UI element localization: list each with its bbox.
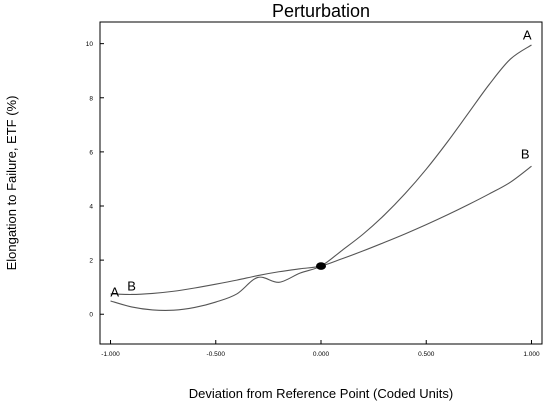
x-tick-label: 0.000 — [313, 351, 330, 358]
y-tick-label: 6 — [89, 149, 93, 156]
series-group — [110, 44, 532, 311]
x-tick-label: 1.000 — [523, 351, 540, 358]
x-tick-label: 0.500 — [418, 351, 435, 358]
y-tick-label: 4 — [89, 204, 93, 211]
curve-label-a: A — [523, 28, 532, 43]
reference-point-marker — [316, 262, 326, 270]
curve-label-b: B — [521, 147, 530, 162]
x-axis-title: Deviation from Reference Point (Coded Un… — [189, 386, 453, 401]
x-tick-label: -0.500 — [207, 351, 226, 358]
curve-label-a: A — [110, 285, 119, 300]
chart-title: Perturbation — [272, 1, 370, 21]
y-tick-label: 2 — [89, 258, 93, 265]
y-tick-label: 0 — [89, 312, 93, 319]
series-line-a — [110, 44, 532, 311]
y-tick-label: 8 — [89, 95, 93, 102]
plot-frame — [99, 21, 543, 345]
x-tick-label: -1.000 — [101, 351, 120, 358]
y-axis-title: Elongation to Failure, ETF (%) — [4, 96, 19, 271]
series-line-b — [110, 165, 532, 296]
curve-labels-group: A BAB — [110, 28, 532, 300]
y-tick-label: 10 — [86, 41, 94, 48]
curve-label-b: B — [127, 278, 136, 293]
ticks-group: -1.000 -0.500 0.000 0.500 1.000 0 2 4 6 8 10 — [86, 41, 540, 358]
